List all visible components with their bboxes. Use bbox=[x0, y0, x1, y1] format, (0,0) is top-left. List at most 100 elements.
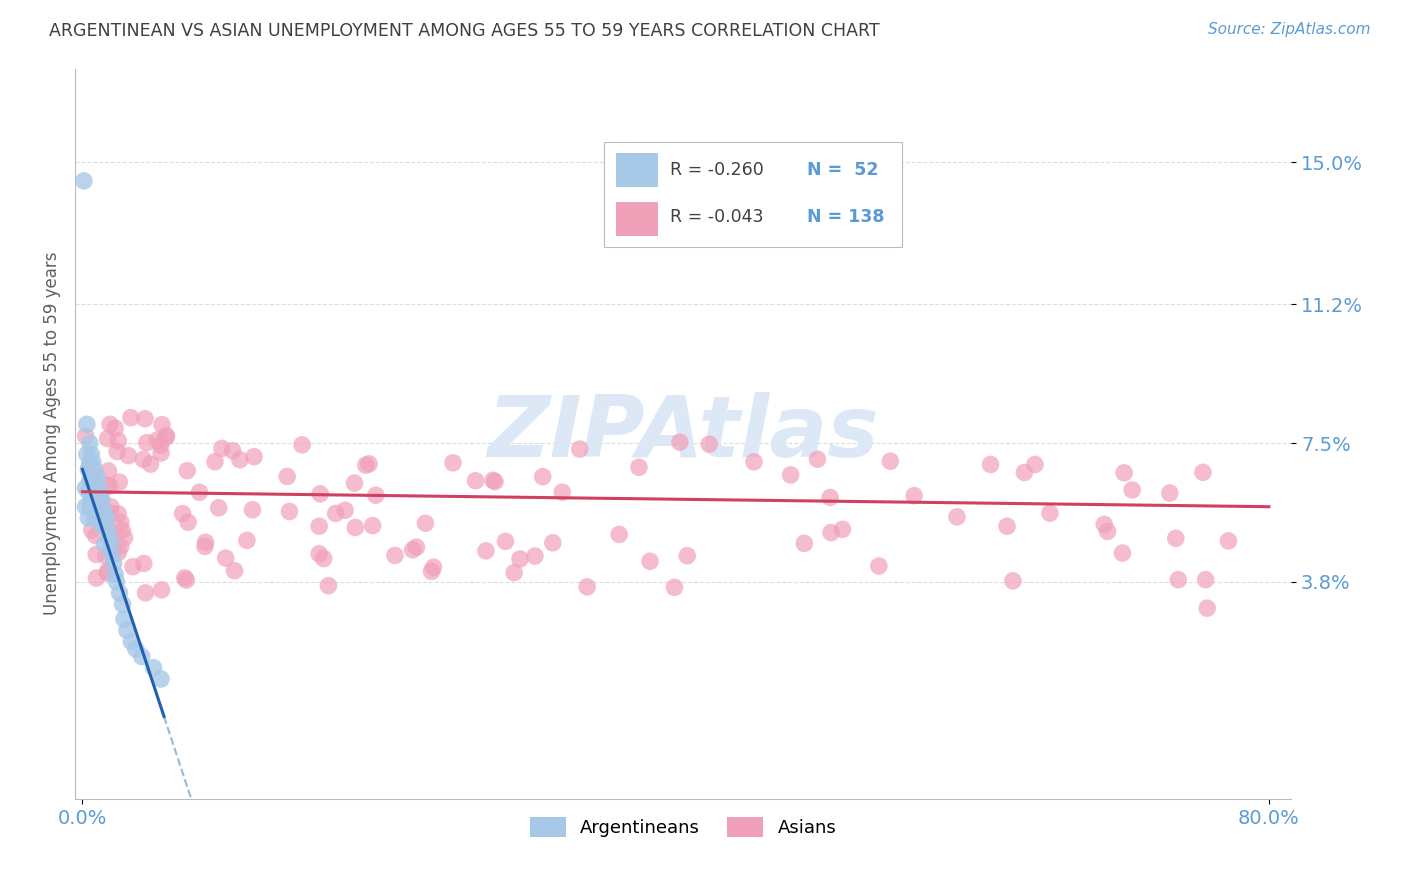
Point bbox=[79, 500, 101, 514]
Point bbox=[77, 511, 100, 525]
Point bbox=[1159, 486, 1181, 500]
Point bbox=[384, 549, 406, 563]
Point bbox=[105, 574, 128, 589]
Point bbox=[980, 458, 1002, 472]
Point bbox=[98, 417, 121, 432]
Point bbox=[149, 438, 172, 452]
Point bbox=[779, 467, 801, 482]
Point bbox=[82, 455, 104, 469]
Point bbox=[80, 447, 103, 461]
Point bbox=[90, 492, 112, 507]
Point bbox=[98, 507, 121, 521]
Point bbox=[131, 649, 153, 664]
Point bbox=[105, 444, 128, 458]
Point bbox=[111, 523, 134, 537]
Point bbox=[142, 661, 165, 675]
Point bbox=[946, 509, 969, 524]
Point bbox=[155, 428, 177, 442]
Point bbox=[343, 476, 366, 491]
Point bbox=[1218, 533, 1240, 548]
Point bbox=[80, 469, 103, 483]
Point bbox=[86, 571, 108, 585]
Point bbox=[664, 580, 686, 594]
Point bbox=[312, 551, 335, 566]
Point bbox=[150, 417, 173, 432]
Point bbox=[93, 537, 115, 551]
Legend: Argentineans, Asians: Argentineans, Asians bbox=[523, 810, 844, 845]
Point bbox=[793, 536, 815, 550]
Point bbox=[576, 580, 599, 594]
Point bbox=[122, 559, 145, 574]
Point bbox=[879, 454, 901, 468]
Text: ARGENTINEAN VS ASIAN UNEMPLOYMENT AMONG AGES 55 TO 59 YEARS CORRELATION CHART: ARGENTINEAN VS ASIAN UNEMPLOYMENT AMONG … bbox=[49, 22, 880, 40]
Point bbox=[150, 446, 173, 460]
Point bbox=[475, 544, 498, 558]
Point bbox=[607, 527, 630, 541]
Point bbox=[243, 450, 266, 464]
Point bbox=[242, 502, 264, 516]
Point bbox=[110, 516, 132, 530]
Point bbox=[503, 566, 526, 580]
Point bbox=[120, 410, 142, 425]
Point bbox=[100, 526, 122, 541]
Point bbox=[1167, 573, 1189, 587]
Point bbox=[90, 495, 112, 509]
Point bbox=[76, 447, 98, 461]
Point bbox=[108, 586, 131, 600]
Point bbox=[208, 500, 231, 515]
Point bbox=[107, 545, 129, 559]
Point bbox=[111, 597, 134, 611]
Point bbox=[91, 503, 114, 517]
Point bbox=[1195, 573, 1218, 587]
Point bbox=[669, 435, 692, 450]
Point bbox=[112, 612, 135, 626]
Point bbox=[100, 500, 122, 514]
Point bbox=[176, 464, 198, 478]
Point bbox=[214, 551, 236, 566]
Point bbox=[541, 536, 564, 550]
Point bbox=[96, 511, 118, 525]
Point bbox=[806, 452, 828, 467]
Point bbox=[103, 556, 125, 570]
Point bbox=[84, 492, 107, 507]
Point bbox=[84, 528, 107, 542]
Point bbox=[318, 579, 340, 593]
Text: Source: ZipAtlas.com: Source: ZipAtlas.com bbox=[1208, 22, 1371, 37]
Point bbox=[831, 522, 853, 536]
Point bbox=[1164, 532, 1187, 546]
Point bbox=[77, 460, 100, 475]
Point bbox=[79, 436, 101, 450]
Point bbox=[80, 523, 103, 537]
Point bbox=[134, 586, 156, 600]
Point bbox=[150, 582, 173, 597]
Point bbox=[172, 507, 194, 521]
Point bbox=[1024, 458, 1046, 472]
Point bbox=[104, 421, 127, 435]
Point bbox=[1111, 546, 1133, 560]
Text: ZIPAtlas: ZIPAtlas bbox=[488, 392, 879, 475]
Point bbox=[531, 469, 554, 483]
Point bbox=[211, 442, 233, 456]
Point bbox=[1197, 601, 1219, 615]
Point bbox=[134, 411, 156, 425]
Point bbox=[86, 469, 108, 483]
Point bbox=[77, 484, 100, 499]
Point bbox=[75, 429, 97, 443]
Point bbox=[495, 534, 517, 549]
Point bbox=[82, 477, 104, 491]
Point bbox=[87, 503, 110, 517]
Point bbox=[76, 417, 98, 432]
Point bbox=[155, 430, 177, 444]
Point bbox=[236, 533, 259, 548]
Point bbox=[441, 456, 464, 470]
Point bbox=[97, 478, 120, 492]
Point bbox=[194, 535, 217, 549]
Point bbox=[104, 567, 127, 582]
Point bbox=[194, 540, 217, 554]
Point bbox=[176, 573, 198, 587]
Point bbox=[354, 458, 377, 472]
Point bbox=[84, 474, 107, 488]
Point bbox=[868, 559, 890, 574]
Point bbox=[107, 434, 129, 448]
Point bbox=[101, 549, 124, 563]
